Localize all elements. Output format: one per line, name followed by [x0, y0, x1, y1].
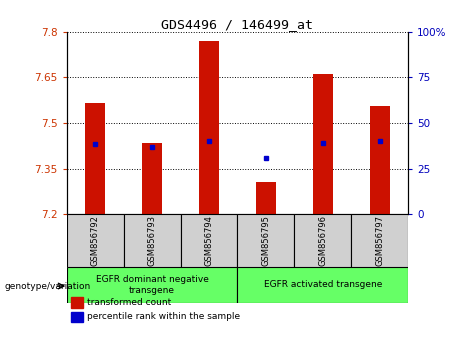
- Text: EGFR dominant negative
transgene: EGFR dominant negative transgene: [96, 275, 208, 295]
- Text: percentile rank within the sample: percentile rank within the sample: [87, 312, 240, 321]
- Bar: [85, 103, 105, 214]
- Bar: [313, 74, 333, 214]
- Bar: [67, 267, 237, 303]
- Bar: [237, 267, 408, 303]
- Bar: [256, 182, 276, 214]
- Bar: [71, 312, 83, 322]
- Title: GDS4496 / 146499_at: GDS4496 / 146499_at: [161, 18, 313, 31]
- Text: EGFR activated transgene: EGFR activated transgene: [264, 280, 382, 290]
- Bar: [351, 214, 408, 267]
- Bar: [71, 297, 83, 308]
- Text: GSM856793: GSM856793: [148, 215, 157, 266]
- Bar: [181, 214, 237, 267]
- Bar: [370, 106, 390, 214]
- Bar: [294, 214, 351, 267]
- Text: genotype/variation: genotype/variation: [5, 281, 91, 291]
- Text: GSM856795: GSM856795: [261, 215, 270, 266]
- Text: transformed count: transformed count: [87, 298, 171, 307]
- Bar: [237, 214, 294, 267]
- Bar: [67, 214, 124, 267]
- Text: GSM856792: GSM856792: [91, 215, 100, 266]
- Text: GSM856796: GSM856796: [318, 215, 327, 266]
- Text: GSM856797: GSM856797: [375, 215, 384, 266]
- Text: GSM856794: GSM856794: [205, 215, 213, 266]
- Bar: [142, 143, 162, 214]
- Bar: [199, 41, 219, 214]
- Bar: [124, 214, 181, 267]
